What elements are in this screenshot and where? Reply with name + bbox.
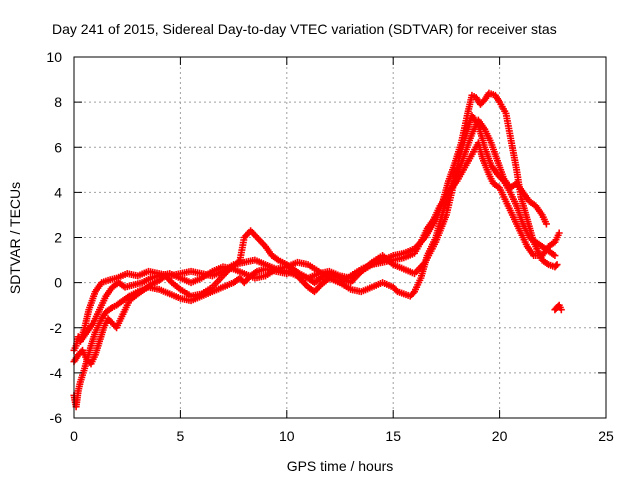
data-point-marker: [392, 286, 400, 294]
y-tick-label: 0: [54, 275, 62, 291]
series-track-c: [70, 112, 559, 368]
x-tick-label: 0: [70, 428, 78, 444]
y-tick-label: -4: [50, 365, 63, 381]
data-point-marker: [542, 220, 550, 228]
y-tick-label: 6: [54, 139, 62, 155]
x-tick-label: 25: [598, 428, 614, 444]
chart-title: Day 241 of 2015, Sidereal Day-to-day VTE…: [52, 21, 557, 37]
y-tick-label: 2: [54, 230, 62, 246]
y-tick-label: -2: [50, 320, 63, 336]
series-track-d: [76, 116, 550, 345]
data-layer: [70, 89, 565, 411]
x-axis-label: GPS time / hours: [287, 458, 394, 474]
data-point-marker: [555, 229, 563, 237]
x-tick-label: 10: [279, 428, 295, 444]
series-isolated: [551, 301, 565, 314]
data-point-marker: [409, 289, 417, 297]
y-axis-label: SDTVAR / TECUs: [7, 182, 23, 294]
data-point-marker: [552, 262, 560, 270]
data-point-marker: [235, 258, 243, 266]
data-point-marker: [553, 261, 561, 269]
x-tick-label: 20: [492, 428, 508, 444]
y-tick-label: 10: [46, 49, 62, 65]
x-tick-label: 5: [177, 428, 185, 444]
y-tick-label: 4: [54, 184, 62, 200]
data-point-marker: [551, 252, 559, 260]
axis-layer: 0 5 10 15 20 25 -6 -4 -2 0 2 4 6 8 10: [46, 49, 614, 444]
data-point-marker: [557, 306, 565, 314]
y-tick-label: -6: [50, 410, 63, 426]
x-tick-label: 15: [385, 428, 401, 444]
y-tick-label: 8: [54, 94, 62, 110]
